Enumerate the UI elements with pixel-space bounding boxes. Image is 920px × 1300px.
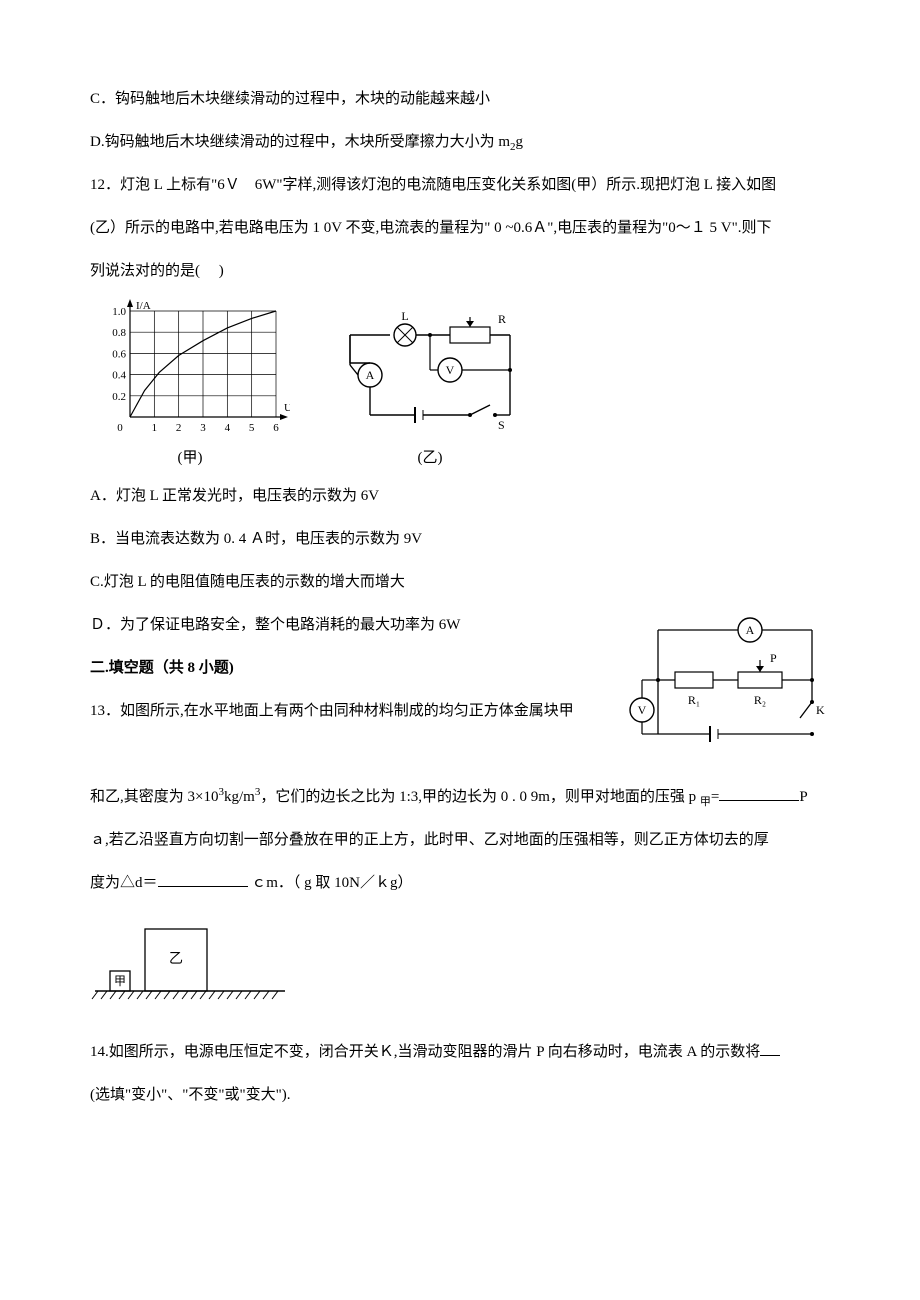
q14-s1-pre: 14.如图所示，电源电压恒定不变，闭合开关Ｋ,当滑动变阻器的滑片 P 向右移动时… [90,1044,760,1060]
q13-s2-mid: kg/m [224,789,255,805]
svg-text:A: A [746,623,755,637]
q12-graph-box: 1 2 3 4 5 6 0.2 0.4 0.6 0.8 1.0 0 U/V I/A (甲) [90,295,290,467]
svg-text:V: V [638,703,647,717]
q12-stem-3: 列说法对的的是( ) [90,252,830,291]
svg-text:乙: 乙 [169,951,183,967]
svg-text:A: A [366,368,375,382]
q14-blank-1[interactable] [760,1041,780,1056]
q13-stem-3: ａ,若乙沿竖直方向切割一部分叠放在甲的正上方，此时甲、乙对地面的压强相等，则乙正… [90,821,830,860]
svg-text:I/A: I/A [136,300,151,312]
q11-d-pre: D.钩码触地后木块继续滑动的过程中，木块所受摩擦力大小为 m [90,134,510,150]
q13-blocks-svg: 甲乙 [90,911,290,1011]
q14-circuit-box: A R₁ R₂ P K V [620,606,830,772]
svg-text:S: S [498,418,505,432]
q14-circuit-diagram: A R₁ R₂ P K V [620,606,830,756]
svg-text:4: 4 [225,422,231,434]
q12-stem-1: 12．灯泡 L 上标有"6Ｖ 6W"字样,测得该灯泡的电流随电压变化关系如图(甲… [90,166,830,205]
q13-blocks-figure: 甲乙 [90,911,830,1027]
q12-figures: 1 2 3 4 5 6 0.2 0.4 0.6 0.8 1.0 0 U/V I/A (甲) L R A S V (… [90,295,830,467]
q12-option-c: C.灯泡 L 的电阻值随电压表的示数的增大而增大 [90,563,830,602]
svg-text:0: 0 [117,422,123,434]
q12-circuit-box: L R A S V (乙) [330,305,530,467]
svg-text:V: V [446,363,455,377]
q13-blank-1[interactable] [719,786,799,801]
svg-text:5: 5 [249,422,255,434]
q12-circuit-diagram: L R A S V [330,305,530,445]
q13-s2-sub: 甲 [700,796,711,808]
q12-circuit-caption: (乙) [418,449,443,467]
q14-stem-1: 14.如图所示，电源电压恒定不变，闭合开关Ｋ,当滑动变阻器的滑片 P 向右移动时… [90,1033,830,1072]
svg-text:R: R [498,312,506,326]
q12-stem-2: (乙）所示的电路中,若电路电压为 1 0V 不变,电流表的量程为" 0 ~0.6… [90,209,830,248]
q13-s2-after: ，它们的边长之比为 1:3,甲的边长为 0 . 0 9m，则甲对地面的压强 p [260,789,700,805]
q13-stem-4: 度为△d＝ ｃm．（ g 取 10N／ｋg） [90,864,830,903]
svg-text:甲: 甲 [114,974,126,988]
q13-blank-2[interactable] [158,872,248,887]
svg-text:1: 1 [152,422,158,434]
svg-text:6: 6 [273,422,279,434]
q11-option-c: C．钩码触地后木块继续滑动的过程中，木块的动能越来越小 [90,80,830,119]
svg-text:0.4: 0.4 [112,370,126,382]
svg-text:0.2: 0.2 [112,391,126,403]
svg-text:R₁: R₁ [688,693,700,707]
q14-stem-2: (选填"变小"、"不变"或"变大"). [90,1076,830,1115]
q12-option-a: A．灯泡 L 正常发光时，电压表的示数为 6V [90,477,830,516]
q12-graph: 1 2 3 4 5 6 0.2 0.4 0.6 0.8 1.0 0 U/V I/A [90,295,290,445]
svg-text:2: 2 [176,422,182,434]
q12-graph-caption: (甲) [178,449,203,467]
svg-text:3: 3 [200,422,206,434]
svg-text:U/V: U/V [284,402,290,414]
svg-text:K: K [816,703,825,717]
svg-text:L: L [401,309,408,323]
q11-d-after: g [516,134,524,150]
q13-s2-pre: 和乙,其密度为 3×10 [90,789,218,805]
q13-s2-tail: = [711,789,719,805]
svg-text:R₂: R₂ [754,693,766,707]
q11-option-d: D.钩码触地后木块继续滑动的过程中，木块所受摩擦力大小为 m2g [90,123,830,162]
q13-s4-unit: ｃm．（ g 取 10N／ｋg） [248,875,413,891]
svg-text:0.8: 0.8 [112,327,126,339]
svg-text:0.6: 0.6 [112,348,126,360]
q13-s4-pre: 度为△d＝ [90,875,158,891]
svg-text:P: P [770,651,777,665]
q13-unit1: P [799,789,807,805]
q12-option-b: B．当电流表达数为 0. 4 Ａ时，电压表的示数为 9V [90,520,830,559]
svg-text:1.0: 1.0 [112,306,126,318]
q13-stem-2: 和乙,其密度为 3×103kg/m3，它们的边长之比为 1:3,甲的边长为 0 … [90,778,830,817]
